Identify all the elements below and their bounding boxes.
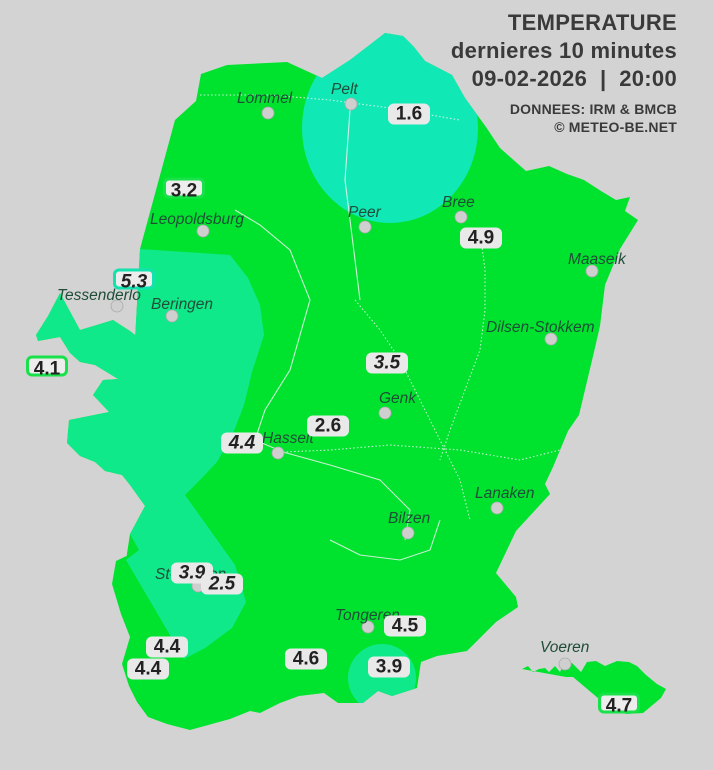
svg-text:Maaseik: Maaseik [568,251,627,268]
svg-text:Lommel: Lommel [237,90,293,107]
svg-text:Dilsen-Stokkem: Dilsen-Stokkem [486,319,595,336]
svg-text:Voeren: Voeren [540,639,589,656]
svg-text:Bree: Bree [442,194,475,211]
svg-text:Pelt: Pelt [331,81,358,98]
svg-text:Peer: Peer [348,204,382,221]
svg-text:Bilzen: Bilzen [388,510,430,527]
svg-text:Leopoldsburg: Leopoldsburg [150,211,244,228]
svg-text:Lanaken: Lanaken [475,485,534,502]
svg-text:Genk: Genk [379,390,417,407]
svg-text:Beringen: Beringen [151,296,213,313]
